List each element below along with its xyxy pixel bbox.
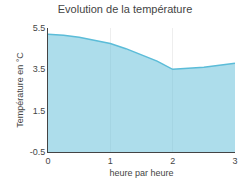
svg-text:2: 2 <box>170 156 175 166</box>
svg-text:Evolution de la température: Evolution de la température <box>58 3 193 15</box>
svg-text:1: 1 <box>108 156 113 166</box>
svg-text:heure par heure: heure par heure <box>109 168 173 178</box>
svg-text:-0.5: -0.5 <box>30 147 46 157</box>
svg-text:Température en °C: Température en °C <box>15 52 25 128</box>
svg-text:3: 3 <box>232 156 237 166</box>
svg-text:1.5: 1.5 <box>33 106 46 116</box>
svg-text:5.5: 5.5 <box>33 23 46 33</box>
svg-text:3.5: 3.5 <box>33 64 46 74</box>
svg-text:0: 0 <box>45 156 50 166</box>
